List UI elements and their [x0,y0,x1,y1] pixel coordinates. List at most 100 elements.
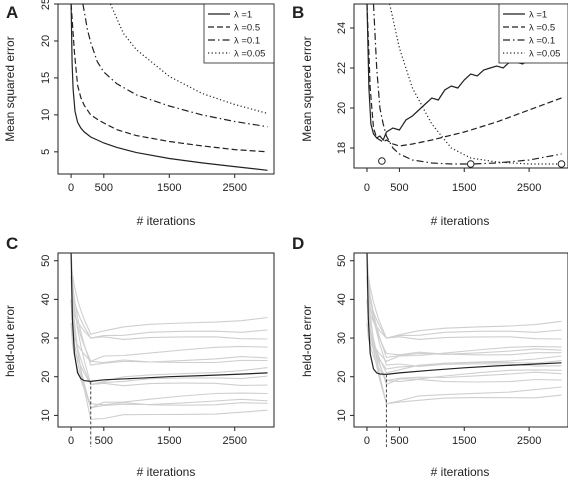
y-tick-label: 20 [40,371,52,383]
series-line [372,3,562,165]
panel-letter-c: C [6,234,18,253]
minimum-marker [466,160,475,168]
minimum-marker [378,157,386,165]
tick-group-b: 0 500 1500 2500 18 20 22 24 [336,22,541,194]
background-series-line [366,252,562,367]
background-lines-d [366,252,562,405]
panel-letter-a: A [6,3,18,22]
series-line [366,3,530,142]
y-tick-label: 40 [336,293,348,305]
background-series-line [366,252,562,339]
y-axis-label-a: Mean squared error [3,36,17,141]
minimum-marker [557,160,566,168]
series-group-d [366,252,562,447]
y-tick-label: 20 [336,102,348,114]
plot-frame-d [353,252,568,428]
panel-b: B 0 500 1500 2500 18 20 22 24 Mean squared erro… [292,3,568,228]
background-series-line [366,299,562,382]
plot-frame-b [353,3,568,169]
x-tick-label: 500 [95,435,113,447]
series-line [366,3,562,147]
y-tick-label: 15 [40,72,52,84]
series-line [389,3,562,165]
background-series-line [70,299,268,386]
background-series-line [70,252,268,366]
plot-frame-a [57,3,275,175]
background-series-line [70,276,268,339]
background-series-line [70,276,268,364]
legend-entry: λ =0.1 [234,36,260,47]
y-tick-label: 5 [40,149,52,155]
background-series-line [70,252,268,387]
y-tick-label: 50 [336,255,348,267]
y-tick-label: 10 [336,409,348,421]
series-line [70,3,268,171]
series-line [366,252,562,376]
x-tick-label: 1500 [452,182,476,194]
y-tick-label: 20 [336,371,348,383]
tick-group-d: 0 500 1500 2500 10 20 30 40 50 [336,255,541,447]
legend-entry: λ =1 [529,10,547,21]
x-tick-label: 2500 [517,435,541,447]
series-group-b [366,3,562,165]
x-tick-label: 500 [390,182,408,194]
x-tick-label: 2500 [222,435,246,447]
x-tick-label: 0 [364,435,370,447]
y-tick-label: 10 [40,409,52,421]
x-tick-label: 1500 [452,435,476,447]
y-tick-label: 10 [40,109,52,121]
background-series-line [70,252,268,335]
y-axis-label-b: Mean squared error [300,36,314,141]
background-series-line [70,322,268,362]
y-tick-label: 30 [40,332,52,344]
plot-frame-c [57,252,275,428]
marker-group-b [378,157,566,168]
panel-a: A 0 500 1500 2500 5 10 15 20 25 Mean squared err… [3,0,275,228]
background-series-line [70,276,268,409]
x-tick-label: 0 [68,435,74,447]
y-tick-label: 24 [336,22,348,34]
tick-group-a: 0 500 1500 2500 5 10 15 20 25 [40,0,247,194]
background-series-line [366,276,562,339]
x-axis-label-b: # iterations [431,214,490,228]
background-series-line [366,276,562,356]
y-tick-label: 50 [40,255,52,267]
y-tick-label: 40 [40,293,52,305]
series-line [109,3,268,114]
y-tick-label: 18 [336,142,348,154]
background-series-line [366,252,562,405]
x-tick-label: 2500 [517,182,541,194]
legend-entry: λ =0.5 [234,23,260,34]
y-tick-label: 30 [336,332,348,344]
legend-entry: λ =0.05 [234,49,265,60]
legend-entry: λ =0.05 [529,49,560,60]
background-series-line [70,252,268,420]
x-tick-label: 500 [390,435,408,447]
legend-entry: λ =0.1 [529,36,555,47]
background-series-line [366,322,562,370]
series-line [70,3,268,153]
background-series-line [366,322,562,362]
legend-entry: λ =0.5 [529,23,555,34]
background-series-line [70,299,268,409]
panel-letter-d: D [292,234,304,253]
legend-a: λ =1 λ =0.5 λ =0.1 λ =0.05 [203,3,275,64]
tick-group-c: 0 500 1500 2500 10 20 30 40 50 [40,255,247,447]
x-tick-label: 1500 [157,182,181,194]
x-tick-label: 500 [95,182,113,194]
x-axis-label-a: # iterations [137,214,196,228]
y-tick-label: 25 [40,0,52,10]
background-series-line [366,276,562,405]
x-tick-label: 2500 [222,182,246,194]
background-series-line [366,276,562,386]
legend-b: λ =1 λ =0.5 λ =0.1 λ =0.05 [498,3,568,64]
background-series-line [366,299,562,340]
background-lines-c [70,252,268,420]
panel-letter-b: B [292,3,304,22]
x-axis-label-d: # iterations [431,465,490,479]
x-tick-label: 1500 [157,435,181,447]
legend-entry: λ =1 [234,10,252,21]
